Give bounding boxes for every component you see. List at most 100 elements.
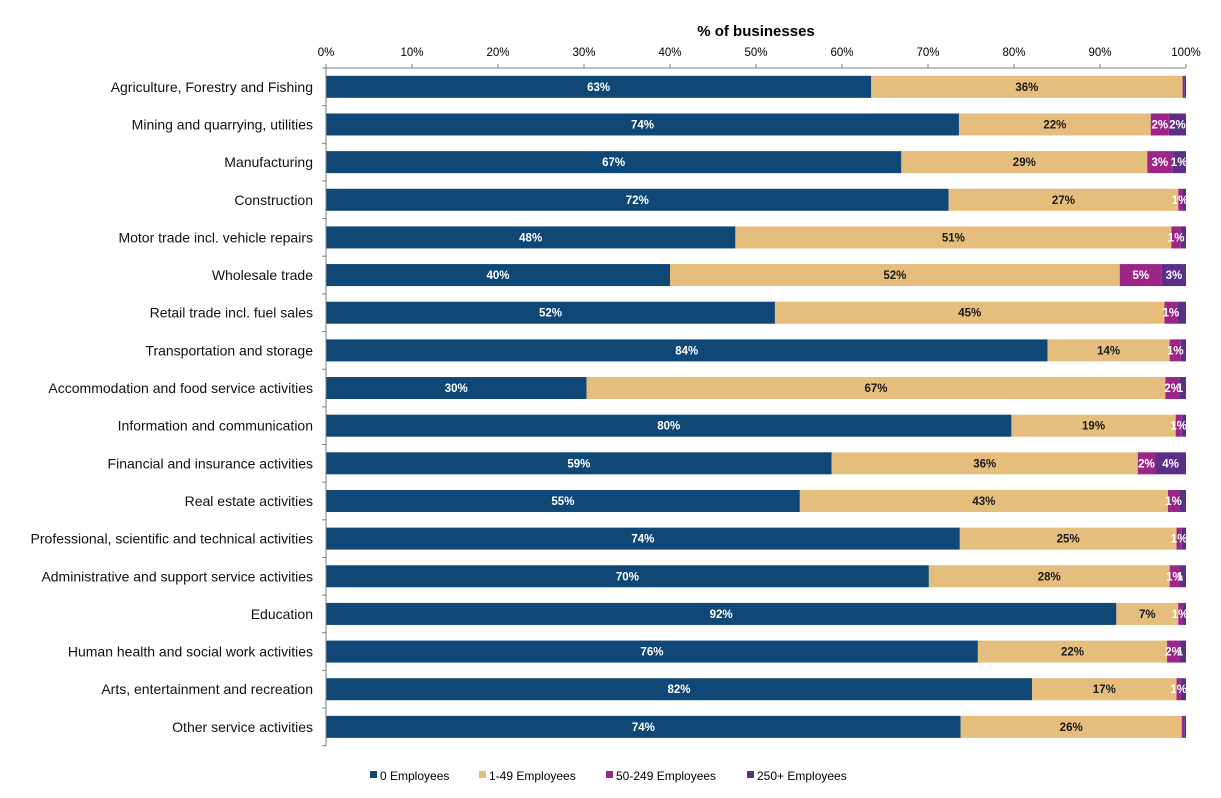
bar-segment bbox=[1182, 75, 1185, 98]
bar-segment bbox=[1147, 151, 1173, 174]
data-label: 1% bbox=[1163, 308, 1180, 320]
data-label: 25% bbox=[1057, 534, 1080, 546]
data-label: 59% bbox=[567, 458, 590, 470]
bar-segment bbox=[799, 489, 1168, 512]
data-label: 2% bbox=[1138, 458, 1155, 470]
bar-segment bbox=[326, 640, 978, 663]
bar-segment bbox=[977, 640, 1168, 663]
data-label: 2% bbox=[1164, 383, 1181, 395]
bar-segment bbox=[326, 188, 949, 211]
bar-segment bbox=[1181, 715, 1185, 738]
data-label: 2% bbox=[1169, 119, 1186, 131]
x-tick-label: 40% bbox=[658, 47, 681, 59]
data-label: 1% bbox=[1166, 571, 1183, 583]
bar-segment bbox=[831, 452, 1138, 475]
legend-swatch bbox=[479, 771, 486, 778]
data-label: 28% bbox=[1038, 571, 1061, 583]
x-tick-label: 30% bbox=[572, 47, 595, 59]
data-label: 1% bbox=[1171, 534, 1188, 546]
bar-segment bbox=[326, 151, 902, 174]
bar-segment bbox=[1178, 602, 1183, 625]
data-label: 80% bbox=[657, 421, 680, 433]
bar-segment bbox=[1119, 264, 1162, 287]
data-label: 4% bbox=[1162, 458, 1179, 470]
x-tick-label: 100% bbox=[1171, 47, 1200, 59]
data-label: 3% bbox=[1166, 270, 1183, 282]
bar-segment bbox=[1176, 527, 1182, 550]
data-label: 1% bbox=[1170, 421, 1187, 433]
category-label: Motor trade incl. vehicle repairs bbox=[118, 229, 313, 245]
bar-segment bbox=[1179, 565, 1186, 588]
x-tick-label: 20% bbox=[486, 47, 509, 59]
data-label: 55% bbox=[551, 496, 574, 508]
data-label: 1 bbox=[1177, 647, 1184, 659]
category-labels: Agriculture, Forestry and Fishing Mining … bbox=[31, 79, 314, 735]
bars-area bbox=[326, 75, 1186, 738]
bar-segment bbox=[1167, 640, 1180, 663]
bar-segment bbox=[1164, 301, 1178, 324]
data-label: 1% bbox=[1172, 609, 1189, 621]
data-label: 52% bbox=[883, 270, 906, 282]
bar-segment bbox=[1180, 226, 1186, 249]
legend: 0 Employees 1-49 Employees 50-249 Employee… bbox=[370, 769, 847, 783]
category-label: Manufacturing bbox=[224, 154, 313, 170]
data-label: 74% bbox=[632, 722, 655, 734]
bar-segment bbox=[1155, 452, 1186, 475]
bar-segment bbox=[326, 339, 1048, 362]
bar-segment bbox=[1181, 414, 1186, 437]
category-label: Transportation and storage bbox=[145, 342, 313, 358]
bar-segment bbox=[1165, 377, 1180, 400]
data-label: 27% bbox=[1052, 195, 1075, 207]
bar-segment bbox=[1182, 602, 1186, 625]
bar-segment bbox=[1182, 188, 1186, 211]
bar-segment bbox=[735, 226, 1172, 249]
data-label: 1% bbox=[1168, 232, 1185, 244]
bar-segment bbox=[326, 414, 1012, 437]
data-label: 17% bbox=[1093, 684, 1116, 696]
bar-segment bbox=[1137, 452, 1156, 475]
bar-segment bbox=[326, 565, 929, 588]
bar-segment bbox=[1176, 678, 1181, 701]
bar-segment bbox=[901, 151, 1148, 174]
bar-segment bbox=[1179, 377, 1186, 400]
category-label: Education bbox=[251, 606, 313, 622]
category-label: Wholesale trade bbox=[212, 267, 313, 283]
data-label: 76% bbox=[640, 647, 663, 659]
bar-segment bbox=[959, 527, 1177, 550]
data-label: 82% bbox=[668, 684, 691, 696]
bar-segment bbox=[326, 226, 736, 249]
bar-segment bbox=[1177, 301, 1186, 324]
bar-segment bbox=[1116, 602, 1179, 625]
bar-segment bbox=[586, 377, 1166, 400]
category-label: Agriculture, Forestry and Fishing bbox=[111, 79, 313, 95]
data-label: 48% bbox=[519, 232, 542, 244]
data-label: 2% bbox=[1165, 647, 1182, 659]
data-label: 19% bbox=[1082, 421, 1105, 433]
category-label: Accommodation and food service activitie… bbox=[48, 380, 313, 396]
category-label: Professional, scientific and technical a… bbox=[31, 531, 313, 547]
bar-segment bbox=[1175, 414, 1182, 437]
legend-item: 0 Employees bbox=[370, 769, 449, 783]
data-label: 36% bbox=[1015, 82, 1038, 94]
data-label: 1% bbox=[1170, 684, 1187, 696]
category-label: Administrative and support service activ… bbox=[41, 568, 313, 584]
data-label: 67% bbox=[864, 383, 887, 395]
data-label: 1 bbox=[1177, 383, 1184, 395]
data-label: 1% bbox=[1172, 195, 1189, 207]
x-tick-label: 90% bbox=[1088, 47, 1111, 59]
category-label: Information and communication bbox=[118, 418, 313, 434]
data-label: 70% bbox=[616, 571, 639, 583]
category-label: Human health and social work activities bbox=[68, 644, 313, 660]
bar-segment bbox=[326, 678, 1033, 701]
legend-item: 250+ Employees bbox=[747, 769, 847, 783]
bar-segment bbox=[1169, 339, 1181, 362]
x-tick-label: 80% bbox=[1002, 47, 1025, 59]
data-label: 36% bbox=[973, 458, 996, 470]
category-label: Financial and insurance activities bbox=[108, 455, 313, 471]
x-axis-title: % of businesses bbox=[697, 23, 815, 40]
bar-segment bbox=[1047, 339, 1170, 362]
data-label: 51% bbox=[942, 232, 965, 244]
category-label: Construction bbox=[234, 192, 313, 208]
bar-segment bbox=[1032, 678, 1177, 701]
